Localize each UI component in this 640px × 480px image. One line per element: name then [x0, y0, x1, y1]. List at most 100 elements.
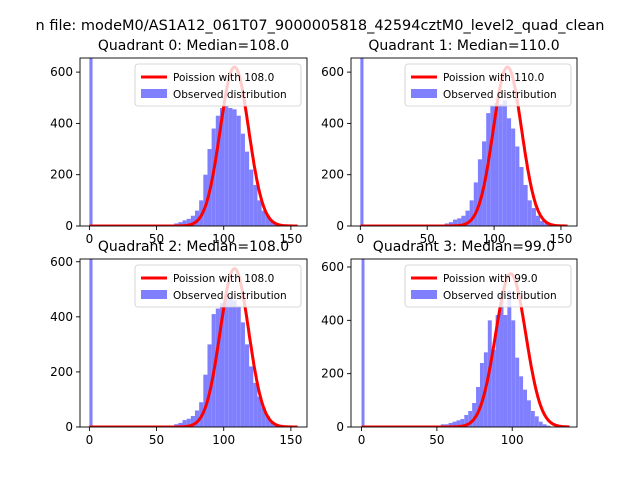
hist-bar	[249, 169, 254, 226]
hist-bar	[456, 420, 461, 427]
hist-bar	[257, 200, 262, 226]
axes-frame	[79, 258, 308, 428]
y-tick-label: 200	[321, 367, 344, 381]
x-tick-label: 100	[483, 232, 506, 246]
hist-bar	[215, 308, 220, 427]
hist-bar	[203, 374, 208, 427]
legend-hist-label: Observed distribution	[173, 89, 287, 101]
axes-frame	[79, 57, 308, 227]
legend-box	[134, 63, 302, 107]
hist-bar	[244, 151, 250, 226]
axes-frame	[350, 57, 578, 227]
fit-line	[360, 272, 571, 427]
hist-bar	[499, 293, 504, 427]
plot-area	[88, 58, 299, 226]
hist-bar	[240, 322, 245, 427]
hist-bar	[224, 297, 229, 427]
hist-bar-zero	[89, 58, 93, 226]
hist-bar	[495, 315, 500, 427]
hist-bar	[265, 215, 270, 226]
x-tick-label: 100	[501, 433, 524, 447]
hist-bar	[452, 421, 457, 427]
legend-hist-swatch	[141, 290, 167, 299]
hist-bar	[538, 421, 543, 427]
hist-bar	[472, 403, 477, 427]
legend-box	[404, 63, 572, 107]
hist-bar	[236, 115, 241, 226]
hist-bar-zero	[89, 259, 93, 427]
plot-area	[360, 259, 571, 427]
hist-bar	[535, 215, 541, 226]
subplot-0: 0 50 100 150 0 200 400 600 Poission with 108.0 Ob…	[50, 38, 308, 246]
x-tick-label: 50	[429, 433, 444, 447]
hist-bar	[531, 208, 536, 226]
hist-bar	[476, 387, 480, 427]
legend-hist-swatch	[141, 89, 167, 98]
hist-bar	[519, 167, 524, 226]
hist-bar	[468, 411, 473, 427]
y-tick-label: 600	[50, 65, 73, 79]
hist-bar	[479, 363, 484, 427]
subplot-2: 0 50 100 150 0 200 400 600 Poission with 108.0 Ob…	[50, 239, 308, 447]
y-tick-label: 200	[50, 168, 73, 182]
hist-bar	[269, 220, 275, 226]
hist-bar	[178, 222, 183, 226]
x-tick-label: 150	[549, 232, 572, 246]
y-tick-label: 0	[336, 219, 344, 233]
x-tick-label: 50	[149, 232, 164, 246]
hist-bar	[207, 344, 212, 427]
subplot-1: 0 50 100 150 0 200 400 600 Poission with 110.0 Ob…	[321, 38, 578, 246]
x-tick-label: 100	[212, 433, 235, 447]
hist-bar	[182, 420, 187, 427]
x-tick-label: 50	[420, 232, 435, 246]
hist-bar	[503, 315, 508, 427]
hist-bar	[190, 415, 195, 427]
hist-bar	[534, 416, 539, 427]
hist-bar	[507, 291, 512, 427]
subplot-title: Quadrant 3: Median=99.0	[373, 239, 555, 255]
hist-bar	[515, 357, 520, 427]
legend-hist-swatch	[411, 290, 437, 299]
hist-bar	[182, 220, 187, 226]
hist-bar	[527, 200, 532, 226]
hist-bar	[530, 411, 535, 427]
hist-bar	[265, 415, 270, 427]
hist-bar	[453, 219, 458, 226]
legend-fit-label: Poission with 110.0	[443, 72, 544, 84]
hist-bar	[544, 223, 549, 226]
y-tick-label: 0	[65, 219, 73, 233]
hist-bar	[511, 128, 516, 226]
hist-bar	[236, 305, 241, 427]
hist-bar	[515, 146, 520, 226]
x-tick-label: 100	[212, 232, 235, 246]
hist-bar	[461, 215, 466, 226]
legend-box	[134, 264, 302, 308]
y-tick-label: 400	[321, 116, 344, 130]
hist-bar	[540, 220, 545, 226]
hist-bar	[526, 400, 531, 427]
hist-bar	[249, 366, 254, 427]
hist-bar	[448, 222, 454, 226]
hist-bar	[523, 389, 527, 427]
legend-hist-label: Observed distribution	[443, 89, 557, 101]
hist-bar	[215, 115, 220, 226]
hist-bar	[546, 425, 551, 427]
y-tick-label: 400	[50, 310, 73, 324]
hist-bar	[490, 105, 495, 226]
hist-bar	[194, 210, 200, 226]
hist-bar	[203, 174, 208, 226]
hist-bar	[464, 415, 469, 427]
x-tick-label: 0	[357, 232, 365, 246]
hist-bar	[253, 382, 258, 427]
y-tick-label: 600	[321, 260, 344, 274]
plot-area	[88, 259, 299, 427]
hist-bar	[228, 296, 233, 427]
hist-bar	[244, 344, 250, 427]
hist-bar	[523, 184, 528, 226]
hist-bar	[219, 303, 225, 427]
fit-line	[88, 65, 299, 226]
y-tick-label: 600	[321, 65, 344, 79]
hist-bar	[491, 349, 496, 427]
hist-bar-zero	[361, 259, 365, 427]
